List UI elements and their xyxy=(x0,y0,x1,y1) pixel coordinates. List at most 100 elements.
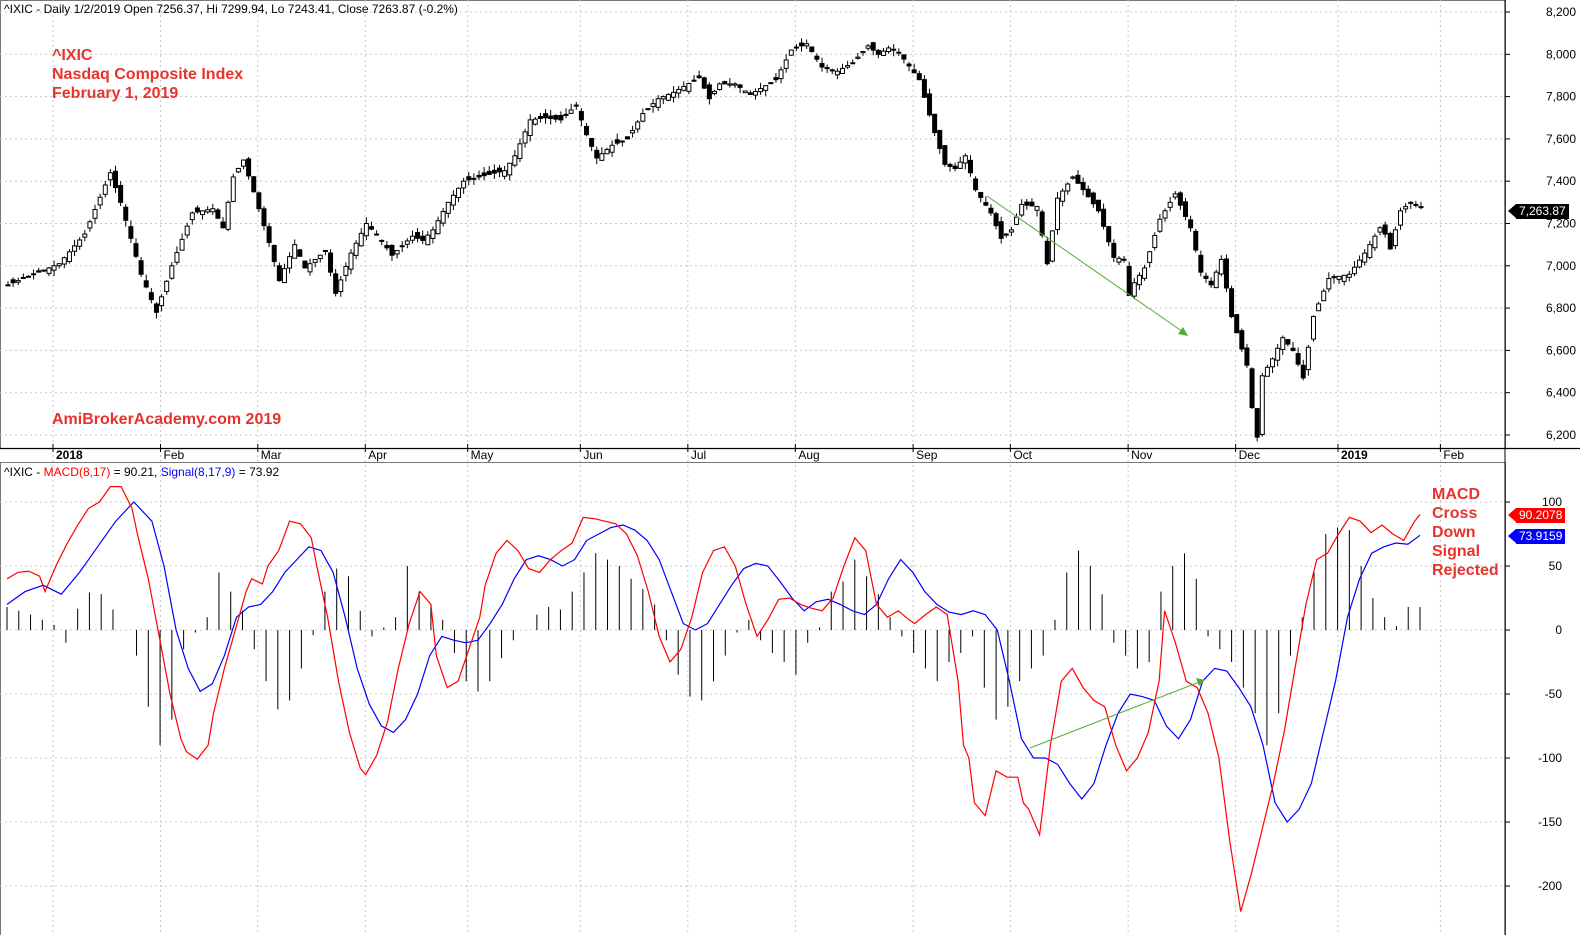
candle-body xyxy=(450,194,456,206)
candle-body xyxy=(1157,218,1163,232)
candle-body xyxy=(696,75,702,79)
candle-body xyxy=(333,273,339,294)
candle-body xyxy=(1193,230,1199,251)
candle-body xyxy=(932,113,938,134)
candle-body xyxy=(200,210,206,216)
candle-body xyxy=(1188,219,1194,229)
candle-body xyxy=(1177,192,1183,206)
candle-body xyxy=(921,79,927,98)
candle-body xyxy=(1300,364,1306,379)
candle-body xyxy=(251,176,257,193)
candle-body xyxy=(113,170,119,189)
candle-body xyxy=(952,165,958,170)
candle-body xyxy=(143,280,149,288)
candle-body xyxy=(998,221,1004,239)
candle-body xyxy=(235,168,241,173)
candle-body xyxy=(1403,206,1409,210)
candle-body xyxy=(343,266,349,276)
price-trend-arrowhead xyxy=(1178,327,1188,336)
month-label: Jun xyxy=(583,448,602,462)
candle-body xyxy=(553,114,559,120)
candle-body xyxy=(261,208,267,227)
candle-body xyxy=(1014,216,1020,225)
candle-body xyxy=(1377,227,1383,233)
candle-body xyxy=(906,63,912,67)
candle-body xyxy=(578,111,584,121)
macd-tick-label: -50 xyxy=(1545,687,1563,701)
candle-body xyxy=(1080,182,1086,191)
candle-body xyxy=(1111,242,1117,258)
candle-body xyxy=(799,42,805,47)
macd-header-prefix: ^IXIC - xyxy=(4,465,44,479)
month-label: Sep xyxy=(916,448,938,462)
candle-body xyxy=(287,256,293,269)
candle-body xyxy=(1060,190,1066,202)
candle-body xyxy=(927,93,933,116)
candle-body xyxy=(978,191,984,198)
candle-body xyxy=(502,170,508,177)
month-label: Aug xyxy=(798,448,819,462)
candle-body xyxy=(752,91,758,96)
candle-body xyxy=(1131,282,1137,297)
month-label: 2018 xyxy=(56,448,83,462)
candle-body xyxy=(937,129,943,149)
candle-body xyxy=(379,239,385,242)
candle-body xyxy=(1285,339,1291,345)
candle-body xyxy=(1126,265,1132,296)
candle-body xyxy=(1259,375,1265,435)
candle-body xyxy=(1295,353,1301,365)
candle-body xyxy=(983,202,989,206)
candle-body xyxy=(322,250,328,253)
candle-body xyxy=(645,108,651,111)
candle-body xyxy=(1270,358,1276,368)
candle-body xyxy=(1321,290,1327,302)
candle-body xyxy=(169,265,175,279)
candle-body xyxy=(189,212,195,221)
candle-body xyxy=(783,59,789,69)
candle-body xyxy=(573,104,579,107)
candle-body xyxy=(338,279,344,293)
candle-body xyxy=(1019,203,1025,216)
candle-body xyxy=(1229,288,1235,318)
month-label: Feb xyxy=(1443,448,1464,462)
chart-title-block: ^IXIC Nasdaq Composite Index February 1,… xyxy=(52,46,243,103)
candle-body xyxy=(225,201,231,230)
macd-note-line-1: MACD xyxy=(1432,486,1480,503)
candle-body xyxy=(916,73,922,81)
candle-body xyxy=(1275,347,1281,361)
candle-body xyxy=(36,270,42,273)
candle-body xyxy=(1357,259,1363,268)
candle-body xyxy=(184,225,190,236)
macd-header: ^IXIC - MACD(8,17) = 90.21, Signal(8,17,… xyxy=(4,465,279,479)
candle-body xyxy=(317,254,323,260)
price-trend-arrow xyxy=(986,195,1187,335)
candle-body xyxy=(25,275,31,278)
candle-body xyxy=(962,155,968,164)
candle-body xyxy=(1418,206,1424,209)
candle-body xyxy=(701,77,707,89)
candle-body xyxy=(1116,257,1122,263)
candle-body xyxy=(194,207,200,213)
candle-body xyxy=(1203,275,1209,279)
candle-body xyxy=(456,187,462,199)
price-tick-label: 7,200 xyxy=(1546,217,1576,231)
candle-body xyxy=(870,42,876,51)
candle-body xyxy=(10,279,16,284)
candle-body xyxy=(307,263,313,273)
candle-body xyxy=(706,84,712,100)
macd-line xyxy=(6,486,1421,912)
candle-body xyxy=(133,243,139,257)
signal-header-label: Signal(8,17,9) xyxy=(160,465,236,479)
candle-body xyxy=(614,139,620,144)
candle-body xyxy=(348,252,354,270)
candle-body xyxy=(1382,224,1388,235)
candle-body xyxy=(901,54,907,60)
candle-body xyxy=(220,221,226,229)
price-tick-label: 7,600 xyxy=(1546,132,1576,146)
candle-body xyxy=(118,185,124,203)
candle-body xyxy=(691,79,697,82)
month-label: 2019 xyxy=(1341,448,1368,462)
candle-body xyxy=(875,49,881,55)
candle-body xyxy=(41,269,47,272)
